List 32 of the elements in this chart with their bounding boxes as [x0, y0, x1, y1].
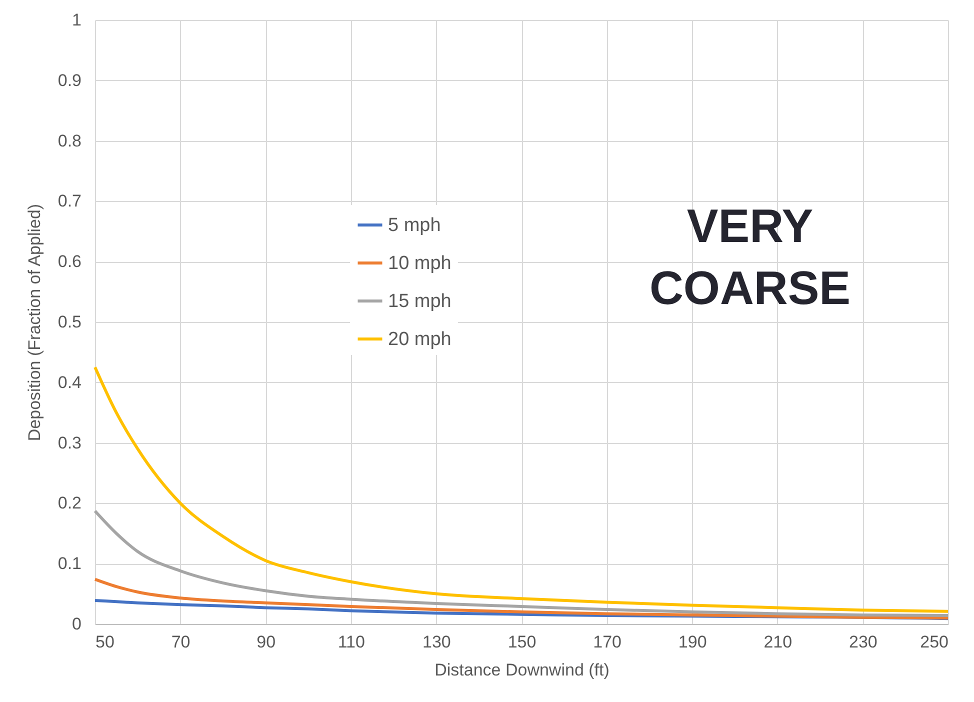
x-tick-label: 170 [593, 632, 622, 652]
x-tick-label: 90 [256, 632, 276, 652]
legend-label: 20 mph [388, 329, 452, 350]
x-tick-label: 190 [678, 632, 707, 652]
x-axis-title: Distance Downwind (ft) [434, 660, 610, 680]
y-tick-label: 0.3 [58, 433, 82, 452]
y-tick-label: 0.1 [58, 554, 82, 574]
line-series [94, 510, 950, 618]
x-tick-label: 230 [849, 632, 878, 652]
x-tick-label: 210 [764, 632, 792, 652]
line-series [94, 366, 950, 613]
legend-label: 5 mph [388, 215, 441, 236]
y-tick-label: 0.2 [58, 494, 82, 513]
legend-label: 15 mph [388, 291, 452, 312]
legend-label: 10 mph [388, 253, 452, 274]
x-tick-label: 250 [920, 632, 948, 652]
y-tick-label: 0 [72, 614, 82, 634]
x-tick-label: 110 [338, 632, 365, 652]
line-series [94, 578, 950, 620]
y-tick-label: 0.6 [58, 252, 82, 272]
y-tick-label: 0.5 [58, 312, 82, 332]
y-tick-label: 0.8 [58, 131, 82, 150]
x-tick-label: 150 [508, 632, 536, 652]
y-tick-label: 0.9 [58, 70, 82, 90]
x-tick-label: 130 [422, 632, 451, 652]
y-tick-label: 0.7 [58, 192, 82, 211]
y-tick-label: 0.4 [58, 372, 82, 392]
y-tick-label: 1 [72, 10, 82, 30]
y-axis-title: Deposition (Fraction of Applied) [24, 204, 44, 442]
x-tick-label: 50 [96, 632, 114, 652]
annotation: VERY COARSE [649, 199, 851, 314]
x-tick-label: 70 [171, 632, 190, 652]
